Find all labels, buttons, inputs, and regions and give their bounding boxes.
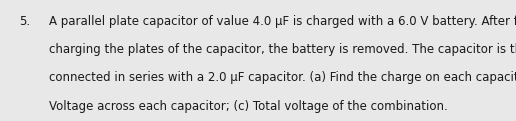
Text: Voltage across each capacitor; (c) Total voltage of the combination.: Voltage across each capacitor; (c) Total… bbox=[49, 100, 448, 113]
Text: 5.: 5. bbox=[20, 15, 31, 27]
Text: connected in series with a 2.0 μF capacitor. (a) Find the charge on each capacit: connected in series with a 2.0 μF capaci… bbox=[49, 71, 516, 84]
Text: charging the plates of the capacitor, the battery is removed. The capacitor is t: charging the plates of the capacitor, th… bbox=[49, 43, 516, 56]
Text: A parallel plate capacitor of value 4.0 μF is charged with a 6.0 V battery. Afte: A parallel plate capacitor of value 4.0 … bbox=[49, 15, 516, 27]
